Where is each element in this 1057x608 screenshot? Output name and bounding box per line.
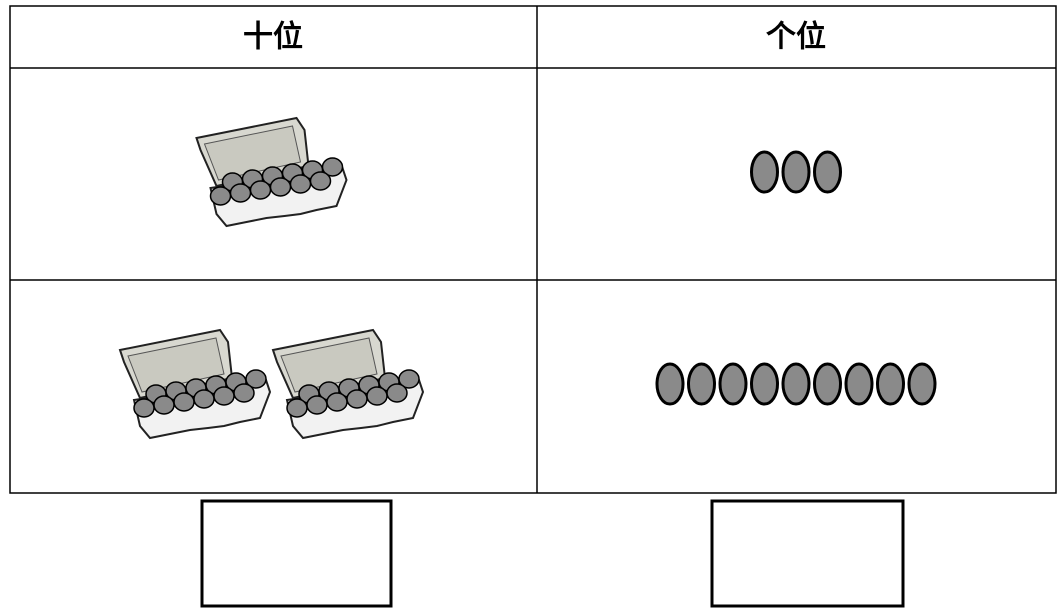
egg <box>249 180 272 200</box>
egg <box>321 157 344 177</box>
egg <box>133 398 155 418</box>
ones-eggs <box>655 362 937 406</box>
egg <box>781 150 811 194</box>
egg <box>309 171 332 191</box>
egg <box>233 383 255 403</box>
egg <box>269 177 292 197</box>
egg <box>718 362 748 406</box>
egg <box>213 386 235 406</box>
tens-cartons <box>195 116 348 228</box>
egg <box>781 362 811 406</box>
egg <box>289 174 312 194</box>
egg <box>209 186 232 206</box>
egg-carton <box>118 328 272 440</box>
egg <box>655 362 685 406</box>
egg <box>366 386 388 406</box>
egg <box>326 392 348 412</box>
egg <box>386 383 408 403</box>
egg <box>306 395 328 415</box>
egg <box>193 389 215 409</box>
egg <box>346 389 368 409</box>
egg <box>398 369 420 389</box>
answer-box-tens[interactable] <box>200 499 393 608</box>
table-grid <box>9 5 1057 494</box>
egg <box>245 369 267 389</box>
egg-carton <box>195 116 348 228</box>
egg <box>813 362 842 406</box>
egg <box>813 150 842 194</box>
egg <box>229 183 252 203</box>
egg <box>876 362 905 406</box>
carton-lid-inner <box>280 337 378 393</box>
answer-box-ones[interactable] <box>710 499 905 608</box>
egg <box>687 362 716 406</box>
carton-lid-inner <box>203 125 302 181</box>
egg-carton <box>271 328 425 440</box>
egg <box>153 395 175 415</box>
header-ones: 个位 <box>766 20 826 55</box>
carton-lid-inner <box>127 337 225 393</box>
header-tens: 十位 <box>243 20 303 55</box>
egg <box>750 150 779 194</box>
tens-cartons <box>118 328 425 440</box>
ones-eggs <box>750 150 842 194</box>
table-border <box>9 5 1057 494</box>
egg <box>844 362 874 406</box>
egg <box>750 362 779 406</box>
egg <box>907 362 937 406</box>
egg <box>173 392 195 412</box>
egg <box>286 398 308 418</box>
